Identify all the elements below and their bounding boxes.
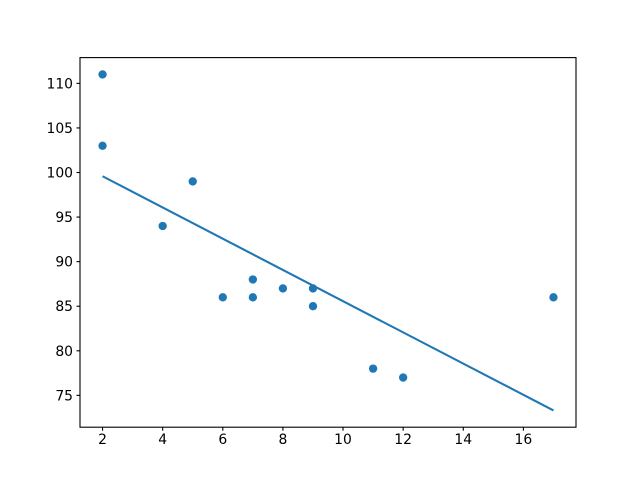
scatter-point [248, 275, 258, 284]
scatter-point [549, 293, 558, 302]
y-tick-label: 90 [55, 255, 73, 271]
scatter-point [188, 177, 197, 186]
x-tick-label: 8 [278, 432, 287, 448]
scatter-point [98, 70, 107, 79]
plot-background [80, 57, 576, 428]
y-tick-label: 85 [55, 299, 73, 315]
scatter-point [278, 284, 288, 293]
trend-line [102, 175, 554, 412]
y-tick-label: 80 [55, 344, 73, 360]
y-tick-label: 100 [46, 166, 73, 182]
scatter-point [98, 141, 107, 150]
x-tick-label: 6 [218, 432, 227, 448]
plot-border [79, 57, 577, 428]
plot-area: 2 4 6 8 10 12 14 16 75 80 85 90 95 100 105 110 [46, 57, 577, 448]
x-tick-label: 14 [454, 432, 472, 448]
scatter-point [158, 221, 167, 231]
x-tick-label: 12 [394, 432, 412, 448]
x-tick-label: 16 [515, 432, 533, 448]
scatter-point [218, 293, 227, 302]
x-tick-label: 10 [334, 432, 352, 448]
x-tick-label: 4 [158, 432, 167, 448]
y-tick-label: 110 [46, 76, 73, 92]
y-tick-label: 105 [46, 121, 73, 137]
scatter-point [398, 373, 408, 382]
scatter-point [308, 302, 318, 311]
scatter-point [368, 364, 378, 373]
scatter-point [248, 293, 258, 302]
y-tick-label: 75 [55, 388, 73, 404]
x-tick-label: 2 [98, 432, 107, 448]
y-tick-label: 95 [55, 210, 73, 226]
